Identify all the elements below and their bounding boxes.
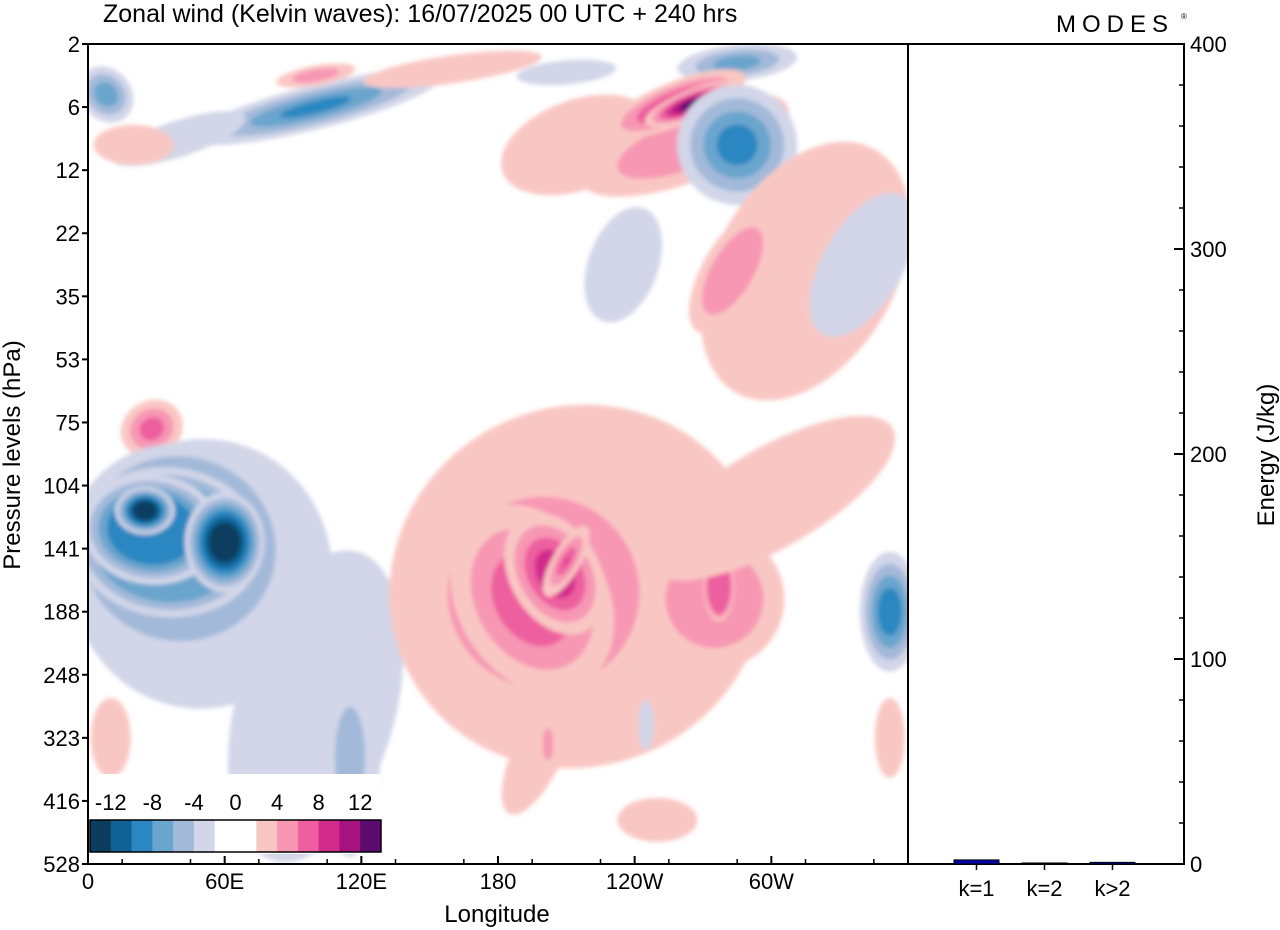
contour-region — [713, 55, 762, 71]
energy-bar — [1089, 861, 1136, 865]
x-tick-label: 0 — [82, 869, 94, 894]
colorbar-swatch — [193, 820, 216, 852]
energy-category-label: k=2 — [1026, 876, 1062, 901]
x-tick-label: 180 — [480, 869, 517, 894]
colorbar-label: -4 — [184, 790, 204, 815]
energy-tick-label: 200 — [1190, 442, 1227, 467]
contour-region — [501, 686, 577, 815]
contour-region — [90, 697, 131, 778]
contour-region — [647, 415, 896, 581]
contour-region — [516, 59, 617, 86]
colorbar-swatch — [214, 820, 236, 852]
contour-region — [638, 700, 655, 751]
contour-region — [208, 522, 241, 563]
contour-region — [563, 557, 569, 565]
y-tick-label: 323 — [43, 726, 80, 751]
contour-region — [874, 697, 905, 778]
colorbar: -12 -8 -4 0 4 8 12 — [89, 774, 382, 854]
y-axis-levels: 2 6 12 22 35 53 75 104 141 188 248 323 416 528 — [43, 32, 88, 877]
y-tick-label: 188 — [43, 600, 80, 625]
y-tick-label: 104 — [43, 474, 80, 499]
colorbar-swatch — [277, 820, 299, 852]
modes-logo: MODES ® — [1056, 11, 1187, 38]
colorbar-label: -8 — [143, 790, 163, 815]
contour-region — [542, 727, 554, 761]
colorbar-swatch — [173, 820, 195, 852]
energy-bar — [953, 859, 1000, 865]
x-axis-label: Longitude — [444, 901, 549, 928]
chart-title: Zonal wind (Kelvin waves): 16/07/2025 00… — [103, 0, 737, 28]
energy-axis-label: Energy (J/kg) — [1253, 384, 1280, 527]
contour-region — [280, 96, 352, 118]
colorbar-swatch — [339, 820, 361, 852]
x-tick-label: 120W — [606, 869, 664, 894]
colorbar-swatch — [318, 820, 340, 852]
y-tick-label: 12 — [56, 158, 80, 183]
x-axis: 0 60E 120E 180 120W 60W — [82, 856, 875, 894]
contour-region — [94, 82, 119, 107]
colorbar-swatch — [297, 820, 320, 852]
contour-region — [132, 501, 157, 521]
energy-frame — [907, 43, 1185, 865]
contour-region — [363, 50, 542, 88]
x-tick-label: 120E — [336, 869, 387, 894]
colorbar-label: 12 — [348, 790, 372, 815]
y-tick-label: 248 — [43, 663, 80, 688]
energy-tick-label: 400 — [1190, 32, 1227, 57]
energy-category-label: k=1 — [958, 876, 994, 901]
colorbar-swatch — [90, 820, 112, 852]
energy-category-label: k>2 — [1094, 876, 1130, 901]
contour-region — [877, 587, 902, 636]
contour-region — [584, 207, 663, 323]
contour-region — [716, 124, 758, 166]
contour-field — [88, 44, 908, 863]
energy-bar — [1021, 862, 1068, 865]
y-tick-label: 75 — [56, 410, 80, 435]
y-tick-label: 22 — [56, 221, 80, 246]
colorbar-outline — [89, 819, 382, 853]
contour-region — [809, 192, 908, 337]
energy-axis: 0 100 200 300 400 — [1174, 32, 1227, 877]
colorbar-swatch — [131, 820, 153, 852]
colorbar-label: 0 — [229, 790, 241, 815]
x-tick-label: 60E — [205, 869, 244, 894]
y-tick-label: 416 — [43, 789, 80, 814]
colorbar-label: 8 — [313, 790, 325, 815]
y-tick-label: 6 — [68, 95, 80, 120]
contour-region — [702, 227, 764, 315]
energy-bars: k=1 k=2 k>2 — [953, 859, 1136, 901]
colorbar-swatch — [360, 820, 382, 852]
y-tick-label: 141 — [43, 537, 80, 562]
colorbar-swatch — [235, 820, 257, 852]
logo-text: MODES — [1056, 11, 1174, 38]
logo-mark: ® — [1181, 12, 1187, 21]
colorbar-swatch — [110, 820, 132, 852]
colorbar-swatch — [256, 820, 278, 852]
colorbar-label: -12 — [95, 790, 127, 815]
y-tick-label: 35 — [56, 284, 80, 309]
y-tick-label: 53 — [56, 347, 80, 372]
x-tick-label: 60W — [749, 869, 794, 894]
energy-tick-label: 300 — [1190, 237, 1227, 262]
contour-region — [617, 797, 698, 842]
energy-tick-label: 0 — [1190, 852, 1202, 877]
energy-tick-label: 100 — [1190, 647, 1227, 672]
contour-region — [700, 141, 908, 401]
contour-region — [93, 124, 174, 165]
colorbar-swatch — [152, 820, 174, 852]
contour-blobs — [88, 44, 908, 863]
contour-region — [139, 417, 165, 441]
y-tick-label: 2 — [68, 32, 80, 57]
contour-region — [292, 68, 340, 83]
y-axis-label: Pressure levels (hPa) — [0, 340, 26, 569]
colorbar-label: 4 — [271, 790, 283, 815]
y-tick-label: 528 — [43, 852, 80, 877]
